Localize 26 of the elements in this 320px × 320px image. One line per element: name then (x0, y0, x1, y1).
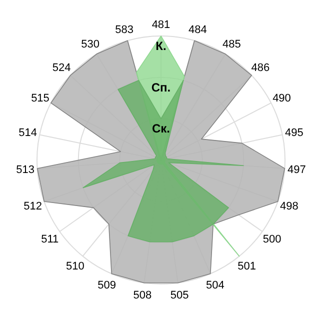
spoke-label: 583 (115, 24, 134, 36)
spoke-label: 495 (284, 127, 304, 140)
spoke-label: 508 (133, 290, 152, 302)
spoke-label: 524 (52, 62, 71, 74)
y-tick-label: Ск. (152, 122, 170, 136)
spoke-label: 515 (31, 92, 50, 104)
spoke-label: 514 (18, 127, 38, 140)
spoke-label: 510 (66, 260, 84, 272)
spoke-label: 505 (170, 290, 189, 302)
spoke-label: 485 (222, 38, 241, 51)
spoke-label: 501 (238, 260, 256, 272)
spoke-label: 530 (81, 38, 100, 51)
spoke-label: 484 (188, 24, 207, 36)
spoke-label: 486 (251, 62, 270, 74)
spoke-label: 497 (288, 164, 306, 176)
spoke-label: 481 (152, 18, 170, 31)
spoke-label: 490 (272, 92, 291, 104)
spoke-label: 511 (41, 233, 59, 246)
spoke-label: 512 (24, 200, 42, 212)
spoke-label: 500 (262, 233, 282, 246)
spoke-label: 498 (280, 200, 298, 212)
spoke-label: 509 (98, 280, 116, 292)
y-tick-label: К. (156, 39, 166, 53)
spoke-label: 504 (206, 280, 224, 292)
y-tick-label: Сп. (151, 80, 171, 94)
spoke-label: 513 (16, 164, 34, 176)
